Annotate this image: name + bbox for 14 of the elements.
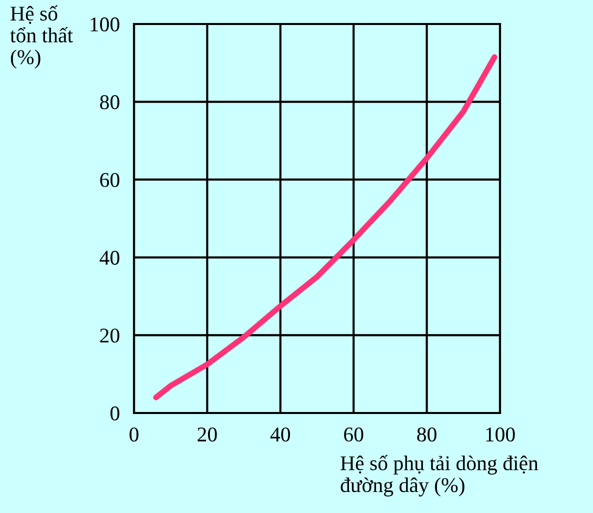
x-tick-label: 40 — [270, 427, 290, 442]
x-tick-label: 100 — [486, 427, 515, 442]
y-tick-label: 20 — [100, 328, 120, 343]
x-tick-label: 80 — [417, 427, 436, 442]
x-axis-title: Hệ số phụ tải dòng điện đường dây (%) — [340, 455, 538, 496]
y-tick-label: 60 — [100, 172, 120, 188]
y-tick-label: 40 — [100, 250, 120, 265]
y-axis-title: Hệ số tổn thất (%) — [10, 5, 73, 68]
x-tick-label: 20 — [198, 427, 217, 442]
y-tick-label: 80 — [100, 95, 120, 110]
x-tick-label: 0 — [130, 427, 138, 442]
y-tick-label: 100 — [90, 17, 120, 32]
x-tick-label: 60 — [344, 427, 364, 442]
y-tick-label: 0 — [110, 406, 120, 420]
